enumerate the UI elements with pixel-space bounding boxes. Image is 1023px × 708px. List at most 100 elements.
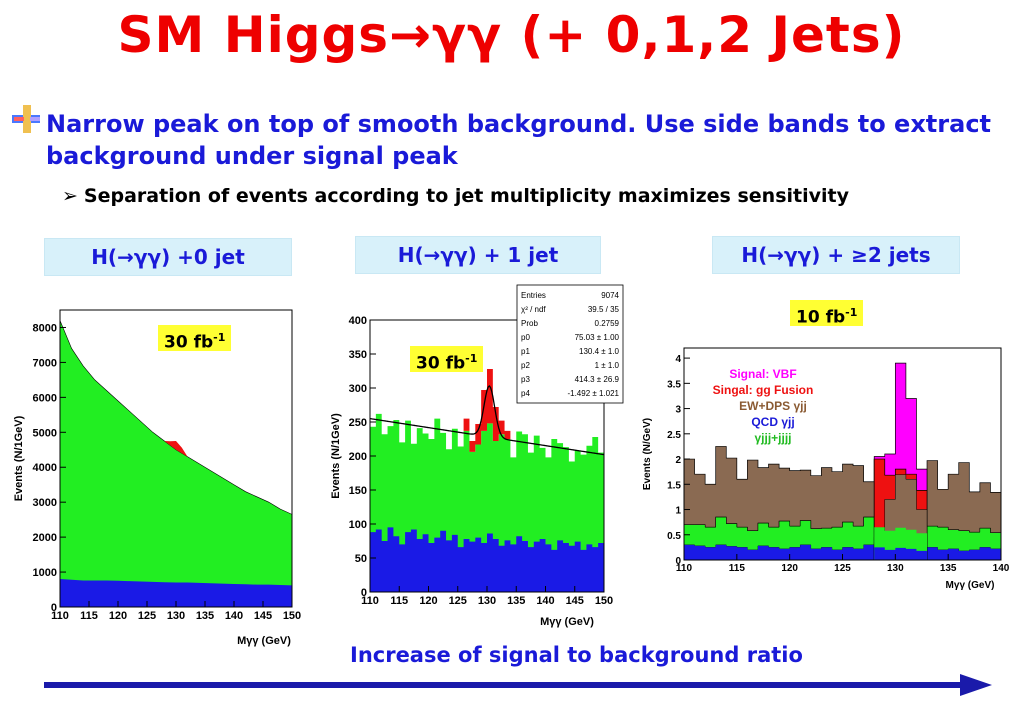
x-tick-label: 140 [536, 595, 554, 607]
qcd-under-signal [874, 547, 928, 560]
stats-value: 130.4 ± 1.0 [579, 347, 620, 356]
stats-key: p1 [521, 347, 530, 356]
x-tick-label: 140 [993, 563, 1010, 574]
y-axis-label: Events (N/1GeV) [330, 413, 342, 499]
stats-value: 39.5 / 35 [588, 305, 620, 314]
legend-entry: EW+DPS γjj [739, 399, 807, 413]
x-tick-label: 110 [676, 563, 693, 574]
y-tick-label: 2.5 [667, 430, 681, 441]
y-tick-label: 0 [675, 556, 681, 567]
y-tick-label: 100 [349, 519, 367, 531]
x-tick-label: 130 [478, 595, 496, 607]
legend-entry: Signal: VBF [729, 367, 796, 381]
x-tick-label: 125 [449, 595, 467, 607]
lumi-label-0jet: 30 fb-1 [158, 325, 232, 353]
y-tick-label: 2000 [33, 532, 57, 544]
stats-key: p0 [521, 333, 530, 342]
stats-key: p3 [521, 375, 530, 384]
fit-curve [369, 385, 605, 456]
stats-box [516, 284, 624, 404]
y-tick-label: 200 [349, 451, 367, 463]
y-tick-label: 1 [675, 506, 681, 517]
signal-red-area [164, 441, 188, 457]
panel-label-2jets: H(→γγ) + ≥2 jets [712, 236, 960, 274]
footer-arrow [44, 674, 992, 696]
x-tick-label: 115 [729, 563, 746, 574]
slide-title: SM Higgs→γγ (+ 0,1,2 Jets) [117, 6, 906, 64]
x-tick-label: 115 [80, 610, 98, 622]
y-tick-label: 4000 [33, 462, 57, 474]
background-green-area [59, 320, 293, 608]
x-axis-label: Mγγ (GeV) [946, 580, 995, 591]
y-tick-label: 250 [349, 417, 367, 429]
x-tick-label: 140 [225, 610, 243, 622]
bullet-text-sub: ➢ Separation of events according to jet m… [62, 185, 849, 207]
bullet-icon [12, 105, 40, 133]
x-tick-label: 135 [507, 595, 525, 607]
legend-entry: Singal: gg Fusion [713, 383, 814, 397]
x-tick-label: 120 [109, 610, 127, 622]
y-tick-label: 400 [349, 315, 367, 327]
x-tick-label: 145 [254, 610, 272, 622]
x-tick-label: 120 [781, 563, 798, 574]
ew-dps-hist [683, 446, 1002, 534]
stats-key: Prob [521, 319, 538, 328]
y-tick-label: 350 [349, 349, 367, 361]
chart-2jets: 110 115 120 125 130 135 140 0 0.5 1 1.5 2 2.5 3 3.5 4 Ev… [642, 347, 1010, 591]
panel-label-0jet: H(→γγ) +0 jet [44, 238, 292, 276]
x-tick-label: 115 [390, 595, 408, 607]
x-tick-label: 130 [887, 563, 904, 574]
background-blue-hist [370, 527, 604, 592]
stats-value: 1 ± 1.0 [595, 361, 620, 370]
y-tick-label: 2 [675, 455, 681, 466]
stats-key: χ² / ndf [521, 305, 546, 314]
lumi-label-2jets: 10 fb-1 [790, 300, 864, 328]
x-tick-label: 150 [595, 595, 613, 607]
y-tick-label: 6000 [33, 392, 57, 404]
x-tick-label: 110 [361, 595, 379, 607]
y-tick-label: 5000 [33, 427, 57, 439]
y-tick-label: 50 [355, 553, 367, 565]
y-tick-label: 4 [675, 354, 681, 365]
x-tick-label: 125 [138, 610, 156, 622]
background-blue-area [60, 579, 292, 607]
y-tick-label: 1.5 [667, 480, 681, 491]
footer-arrow-shaft [44, 682, 964, 688]
x-tick-label: 110 [51, 610, 69, 622]
y-tick-label: 3000 [33, 497, 57, 509]
x-tick-label: 135 [196, 610, 214, 622]
y-axis-label: Events (N/GeV) [642, 418, 653, 490]
x-tick-label: 150 [283, 610, 301, 622]
x-tick-label: 135 [940, 563, 957, 574]
y-tick-label: 0.5 [667, 531, 681, 542]
y-tick-label: 150 [349, 485, 367, 497]
x-tick-label: 145 [566, 595, 584, 607]
stats-value: 0.2759 [595, 319, 620, 328]
legend-entry: QCD γjj [751, 415, 794, 429]
chart-0jet: 110 115 120 125 130 135 140 145 150 0 1000 2000 3000… [13, 309, 301, 647]
x-axis-label: Mγγ (GeV) [237, 635, 291, 647]
chart-1jet: 110 115 120 125 130 135 140 145 150 0 50 100 150 200 2… [330, 284, 624, 628]
y-tick-label: 1000 [33, 567, 57, 579]
y-tick-label: 0 [361, 587, 367, 599]
x-tick-label: 120 [419, 595, 437, 607]
arrow-bullet-icon: ➢ [62, 185, 78, 207]
stats-value: 9074 [601, 291, 619, 300]
panel-label-1jet: H(→γγ) + 1 jet [355, 236, 601, 274]
stats-key: p4 [521, 389, 530, 398]
footer-caption: Increase of signal to background ratio [350, 643, 803, 667]
y-tick-label: 3.5 [667, 379, 681, 390]
lumi-label-1jet: 30 fb-1 [410, 346, 484, 374]
bullet-text-main: Narrow peak on top of smooth background.… [46, 110, 992, 170]
x-tick-label: 125 [834, 563, 851, 574]
y-tick-label: 8000 [33, 322, 57, 334]
stats-value: 414.3 ± 26.9 [575, 375, 620, 384]
stats-value: -1.492 ± 1.021 [567, 389, 619, 398]
y-tick-label: 3 [675, 405, 681, 416]
x-axis-label: Mγγ (GeV) [540, 616, 594, 628]
stats-value: 75.03 ± 1.00 [575, 333, 620, 342]
y-axis-label: Events (N/1GeV) [13, 415, 25, 501]
y-tick-label: 0 [51, 602, 57, 614]
footer-arrow-head [960, 674, 992, 696]
stats-key: Entries [521, 291, 546, 300]
